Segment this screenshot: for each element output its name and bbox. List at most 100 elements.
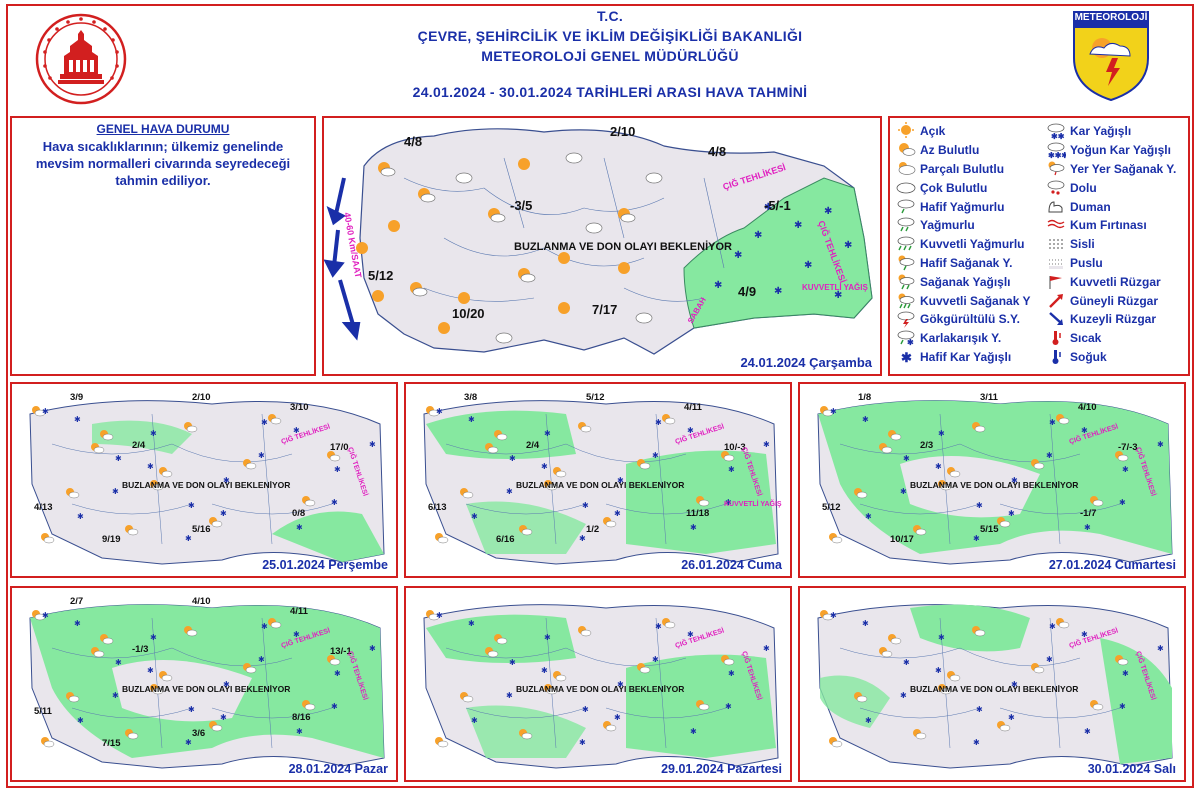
svg-text:✱: ✱ bbox=[690, 727, 697, 736]
legend-item: Kuvvetli Yağmurlu bbox=[896, 235, 1046, 254]
general-weather-panel: GENEL HAVA DURUMU Hava sıcaklıklarının; … bbox=[10, 116, 316, 376]
svg-text:✱: ✱ bbox=[220, 713, 227, 722]
svg-text:✱: ✱ bbox=[652, 451, 659, 460]
svg-text:✱: ✱ bbox=[582, 705, 589, 714]
svg-text:✱: ✱ bbox=[734, 250, 742, 261]
temp-4: -3/5 bbox=[510, 198, 532, 213]
temp-8: -1/7 bbox=[1080, 508, 1096, 519]
header-date-range: 24.01.2024 - 30.01.2024 TARİHLERİ ARASI … bbox=[412, 84, 808, 100]
ministry-emblem-icon bbox=[35, 13, 127, 105]
svg-text:✱: ✱ bbox=[1011, 680, 1018, 689]
svg-text:✱: ✱ bbox=[794, 220, 802, 231]
svg-text:✱: ✱ bbox=[258, 655, 265, 664]
sandstorm-icon bbox=[1046, 217, 1066, 233]
svg-text:✱: ✱ bbox=[1008, 713, 1015, 722]
svg-text:✱: ✱ bbox=[468, 619, 475, 628]
svg-text:✱: ✱ bbox=[258, 451, 265, 460]
svg-text:✱: ✱ bbox=[150, 633, 157, 642]
legend-item: Kuvvetli Sağanak Y bbox=[896, 291, 1046, 310]
legend-label: Yer Yer Sağanak Y. bbox=[1070, 161, 1177, 176]
frost-warning: BUZLANMA VE DON OLAYI BEKLENİYOR bbox=[122, 480, 290, 490]
svg-text:✱✱: ✱✱ bbox=[1051, 132, 1065, 140]
svg-text:✱: ✱ bbox=[42, 611, 49, 620]
legend-label: Hafif Sağanak Y. bbox=[920, 255, 1013, 270]
small-map-d28: ✱ ✱ ✱ ✱ ✱ ✱ ✱ ✱ ✱ ✱ ✱ ✱ ✱ ✱ ✱ ✱ ✱ ✱ 2/7 4/10 4/11 -1/3 13/-1 5/… bbox=[12, 588, 396, 780]
page-frame bbox=[6, 4, 1194, 788]
svg-text:✱: ✱ bbox=[865, 512, 872, 521]
sleet-icon: ✱ bbox=[896, 330, 916, 347]
legend-label: Yoğun Kar Yağışlı bbox=[1070, 143, 1171, 158]
svg-text:✱: ✱ bbox=[938, 633, 945, 642]
temp-3: 4/11 bbox=[684, 402, 703, 413]
svg-text:✱: ✱ bbox=[544, 429, 551, 438]
svg-text:✱: ✱ bbox=[754, 230, 762, 241]
svg-text:✱: ✱ bbox=[900, 691, 907, 700]
frost-warning: BUZLANMA VE DON OLAYI BEKLENİYOR bbox=[516, 480, 684, 490]
heavy-rain-warning: KUVVETLİ YAĞIŞ bbox=[724, 499, 782, 508]
legend-item: Kuvvetli Rüzgar bbox=[1046, 272, 1188, 291]
legend-label: Çok Bulutlu bbox=[920, 180, 988, 195]
legend-item: Kuzeyli Rüzgar bbox=[1046, 310, 1188, 329]
rain-icon bbox=[896, 217, 916, 233]
forecast-map-d25: ✱ ✱ ✱ ✱ ✱ ✱ ✱ ✱ ✱ ✱ ✱ ✱ ✱ ✱ ✱ ✱ ✱ ✱ 3/9 2/10 3/10 2/4 17/0 4/13… bbox=[10, 382, 398, 578]
svg-text:✱: ✱ bbox=[834, 290, 842, 301]
temp-2: 2/10 bbox=[192, 392, 211, 403]
legend-label: Sisli bbox=[1070, 237, 1095, 252]
temp-3: 3/10 bbox=[290, 402, 309, 413]
svg-text:✱: ✱ bbox=[1084, 727, 1091, 736]
weather-icons: ✱ ✱ ✱ ✱ ✱ ✱ ✱ ✱ ✱ ✱ bbox=[356, 152, 852, 344]
svg-text:✱: ✱ bbox=[188, 705, 195, 714]
north-wind-arrow-icon bbox=[1046, 311, 1066, 327]
temp-1: 4/8 bbox=[404, 134, 422, 149]
svg-text:✱: ✱ bbox=[506, 487, 513, 496]
svg-text:✱: ✱ bbox=[77, 716, 84, 725]
forecast-map-d29: ✱ ✱ ✱ ✱ ✱ ✱ ✱ ✱ ✱ ✱ ✱ ✱ ✱ ✱ ✱ ✱ ✱ ✱ BUZLANMA VE DON OLAYI … bbox=[404, 586, 792, 782]
temp-2: 5/12 bbox=[586, 392, 605, 403]
svg-text:✱: ✱ bbox=[901, 350, 912, 365]
svg-text:✱: ✱ bbox=[903, 658, 910, 667]
temp-7: 5/15 bbox=[980, 524, 999, 535]
legend-item: Sağanak Yağışlı bbox=[896, 272, 1046, 291]
header-line-3: METEOROLOJİ GENEL MÜDÜRLÜĞÜ bbox=[481, 48, 739, 64]
svg-text:✱: ✱ bbox=[1119, 702, 1126, 711]
map-date: 30.01.2024 Salı bbox=[1087, 762, 1176, 776]
svg-text:✱: ✱ bbox=[506, 691, 513, 700]
svg-text:✱: ✱ bbox=[293, 426, 300, 435]
temp-4: 2/3 bbox=[920, 440, 933, 451]
legend-item: ✱ Karlakarışık Y. bbox=[896, 329, 1046, 348]
svg-text:✱: ✱ bbox=[468, 415, 475, 424]
legend-label: Gökgürültülü S.Y. bbox=[920, 312, 1021, 327]
svg-text:✱: ✱ bbox=[687, 630, 694, 639]
svg-text:✱: ✱ bbox=[115, 454, 122, 463]
svg-text:✱: ✱ bbox=[862, 619, 869, 628]
svg-text:✱: ✱ bbox=[471, 512, 478, 521]
temp-9: 7/15 bbox=[102, 738, 121, 749]
svg-text:✱: ✱ bbox=[865, 716, 872, 725]
svg-text:✱: ✱ bbox=[369, 440, 376, 449]
svg-text:✱: ✱ bbox=[185, 738, 192, 747]
svg-text:✱: ✱ bbox=[42, 407, 49, 416]
cloudy-icon bbox=[896, 180, 916, 196]
main-map: ✱✱✱✱✱✱✱ ✱✱✱ 40-60 Km/SAAT 4/8 2/10 4/8 -3… bbox=[324, 118, 880, 374]
legend-label: Hafif Kar Yağışlı bbox=[920, 349, 1012, 364]
temp-6: 5/12 bbox=[368, 268, 393, 283]
legend-item: Hafif Sağanak Y. bbox=[896, 254, 1046, 273]
svg-text:✱✱✱: ✱✱✱ bbox=[1048, 151, 1066, 159]
frost-warning: BUZLANMA VE DON OLAYI BEKLENİYOR bbox=[514, 240, 732, 253]
svg-text:✱: ✱ bbox=[1081, 630, 1088, 639]
legend-item: Gökgürültülü S.Y. bbox=[896, 310, 1046, 329]
svg-text:✱: ✱ bbox=[1122, 669, 1129, 678]
turkey-land bbox=[817, 604, 1173, 769]
temp-1: 1/8 bbox=[858, 392, 871, 403]
svg-text:✱: ✱ bbox=[1046, 655, 1053, 664]
temp-3: 4/11 bbox=[290, 606, 309, 617]
light-rain-icon bbox=[896, 199, 916, 215]
haze-icon bbox=[1046, 255, 1066, 271]
map-date: 26.01.2024 Cuma bbox=[681, 558, 782, 572]
cold-thermometer-icon bbox=[1046, 349, 1066, 365]
smoke-icon bbox=[1046, 199, 1066, 215]
svg-text:✱: ✱ bbox=[763, 644, 770, 653]
legend-item: Hafif Yağmurlu bbox=[896, 197, 1046, 216]
forecast-map-d30: ✱ ✱ ✱ ✱ ✱ ✱ ✱ ✱ ✱ ✱ ✱ ✱ ✱ ✱ ✱ ✱ ✱ ✱ BUZLANMA VE DON OLAYI … bbox=[798, 586, 1186, 782]
svg-text:✱: ✱ bbox=[1084, 523, 1091, 532]
